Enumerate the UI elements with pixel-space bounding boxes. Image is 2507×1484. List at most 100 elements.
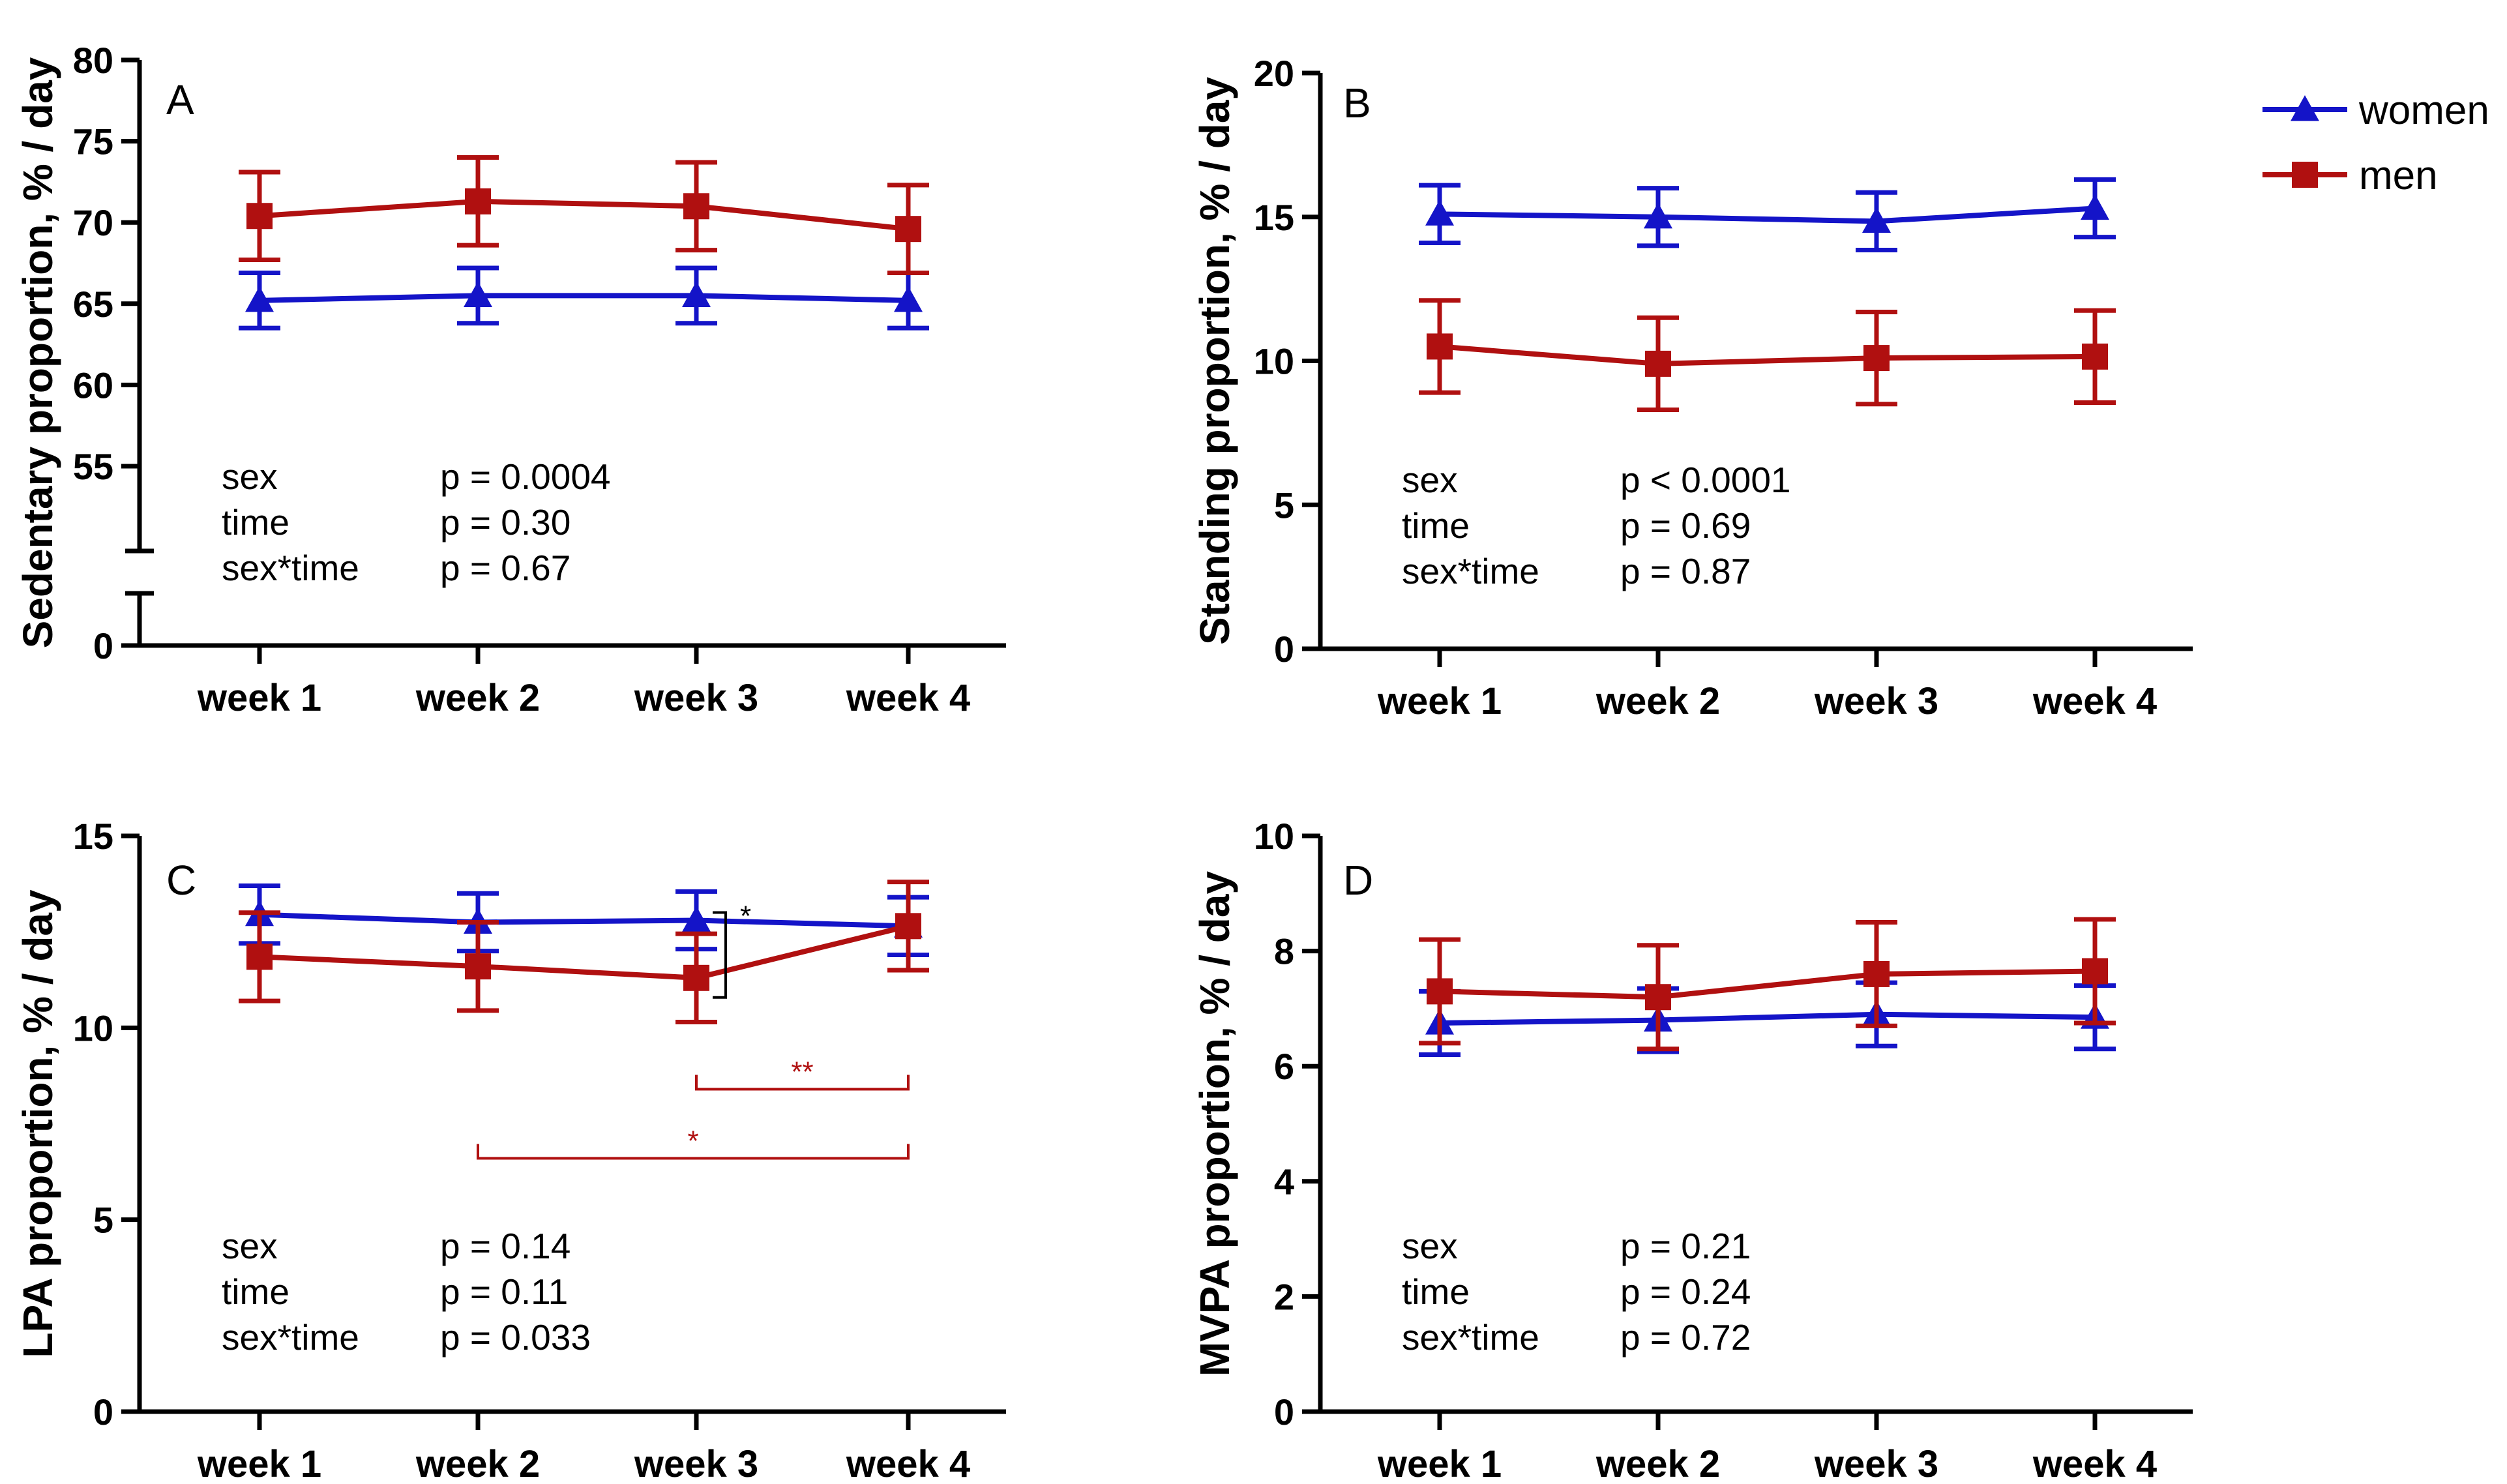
x-tick-label: week 4 [846, 1443, 970, 1484]
series-line [259, 912, 909, 929]
data-point [245, 286, 274, 312]
data-point [682, 906, 711, 932]
stat-value: p = 0.24 [1620, 1271, 1751, 1312]
stat-label: sex [1402, 460, 1458, 500]
series-men [1419, 298, 2116, 413]
y-tick-label: 5 [93, 1200, 113, 1241]
x-tick-label: week 3 [1814, 1443, 1938, 1484]
stat-label: sex*time [222, 548, 359, 588]
significance-annotation: * [477, 1125, 910, 1160]
y-tick-label: 5 [1274, 484, 1294, 526]
stat-value: p = 0.72 [1620, 1317, 1751, 1358]
bracket [695, 1075, 910, 1091]
legend: women men [2262, 88, 2489, 198]
stat-label: sex*time [1402, 551, 1539, 591]
legend-label: women [2358, 88, 2489, 133]
data-point [1427, 978, 1453, 1005]
data-point [246, 943, 273, 970]
y-tick-label: 80 [73, 40, 113, 81]
data-point [465, 953, 491, 980]
y-tick-label: 65 [73, 284, 113, 325]
y-tick-label: 70 [73, 202, 113, 243]
significance-annotation: ** [695, 1056, 910, 1091]
stat-value: p = 0.0004 [440, 456, 611, 497]
y-axis-title: LPA proportion, % / day [14, 889, 61, 1358]
y-tick-label: 15 [73, 816, 113, 857]
data-point [246, 203, 273, 230]
series-women [1419, 177, 2116, 253]
stat-value: p = 0.11 [440, 1271, 568, 1312]
x-tick-label: week 4 [2032, 1443, 2157, 1484]
y-tick-label: 0 [93, 1391, 113, 1432]
x-tick-label: week 3 [634, 1443, 758, 1484]
stat-value: p = 0.30 [440, 502, 571, 542]
data-point [1645, 350, 1671, 377]
data-point [464, 281, 492, 307]
stat-value: p < 0.0001 [1620, 460, 1791, 500]
y-tick-label: 10 [73, 1007, 113, 1048]
data-point [895, 913, 921, 940]
panel-a: 0 55 60 65 70 75 80 week 1 week 2 week 3 week 4 Sed… [14, 40, 1006, 719]
x-tick-label: week 2 [1595, 680, 1720, 722]
panel-d: 0 2 4 6 8 10 week 1 week 2 week 3 week 4 MVPA prop… [1191, 816, 2193, 1484]
y-tick-label: 60 [73, 364, 113, 406]
series-line [259, 923, 909, 981]
x-tick-label: week 1 [1377, 1443, 1502, 1484]
stat-label: time [1402, 505, 1470, 546]
stat-label: sex [1402, 1226, 1458, 1266]
bracket [713, 911, 727, 999]
y-axis-title: MVPA proportion, % / day [1191, 871, 1238, 1377]
data-point [1645, 984, 1671, 1011]
data-point [2082, 958, 2108, 985]
y-tick-label: 20 [1254, 53, 1294, 94]
y-tick-label: 75 [73, 121, 113, 162]
stat-label: sex [222, 1226, 278, 1266]
x-tick-label: week 3 [634, 677, 758, 719]
stat-value: p = 0.033 [440, 1317, 591, 1358]
y-tick-label: 10 [1254, 341, 1294, 382]
panel-letter: B [1343, 80, 1371, 126]
legend-marker [2291, 95, 2319, 121]
y-tick-label: 6 [1274, 1046, 1294, 1087]
data-point [894, 286, 923, 312]
x-tick-label: week 1 [1377, 680, 1502, 722]
x-tick-label: week 2 [1595, 1443, 1720, 1484]
series-men [239, 880, 929, 1025]
significance-label: * [740, 900, 751, 932]
series-men [1419, 917, 2116, 1052]
data-point [2082, 343, 2108, 370]
stat-label: sex [222, 456, 278, 497]
y-tick-label: 8 [1274, 931, 1294, 972]
y-axis-title: Standing proportion, % / day [1191, 77, 1238, 646]
data-point [1425, 200, 1454, 226]
legend-item-women: women [2262, 88, 2489, 133]
panel-letter: A [166, 76, 194, 123]
data-point [1862, 207, 1891, 233]
series-line [1439, 344, 2096, 366]
panel-b: 0 5 10 15 20 week 1 week 2 week 3 week 4 Standing… [1191, 53, 2193, 722]
bracket [477, 1144, 910, 1160]
significance-annotation: * [713, 900, 751, 999]
y-tick-label: 10 [1254, 816, 1294, 857]
stat-label: time [1402, 1271, 1470, 1312]
stat-value: p = 0.87 [1620, 551, 1751, 591]
y-tick-label: 4 [1274, 1161, 1294, 1202]
x-tick-label: week 4 [2032, 680, 2157, 722]
x-tick-label: week 1 [197, 1443, 321, 1484]
stat-value: p = 0.69 [1620, 505, 1751, 546]
data-point [683, 193, 709, 220]
data-point [1863, 960, 1890, 987]
legend-label: men [2359, 153, 2438, 198]
x-tick-label: week 2 [415, 1443, 540, 1484]
y-axis-title: Sedentary proportion, % / day [14, 57, 61, 648]
x-tick-label: week 3 [1814, 680, 1938, 722]
stat-label: time [222, 502, 289, 542]
stat-label: sex*time [1402, 1317, 1539, 1358]
series-men [239, 155, 929, 275]
panel-letter: C [166, 857, 196, 904]
y-tick-label: 15 [1254, 197, 1294, 238]
x-tick-label: week 1 [197, 677, 321, 719]
x-tick-label: week 4 [846, 677, 970, 719]
panel-c: 0 5 10 15 week 1 week 2 week 3 week 4 LPA propor… [14, 816, 1006, 1484]
